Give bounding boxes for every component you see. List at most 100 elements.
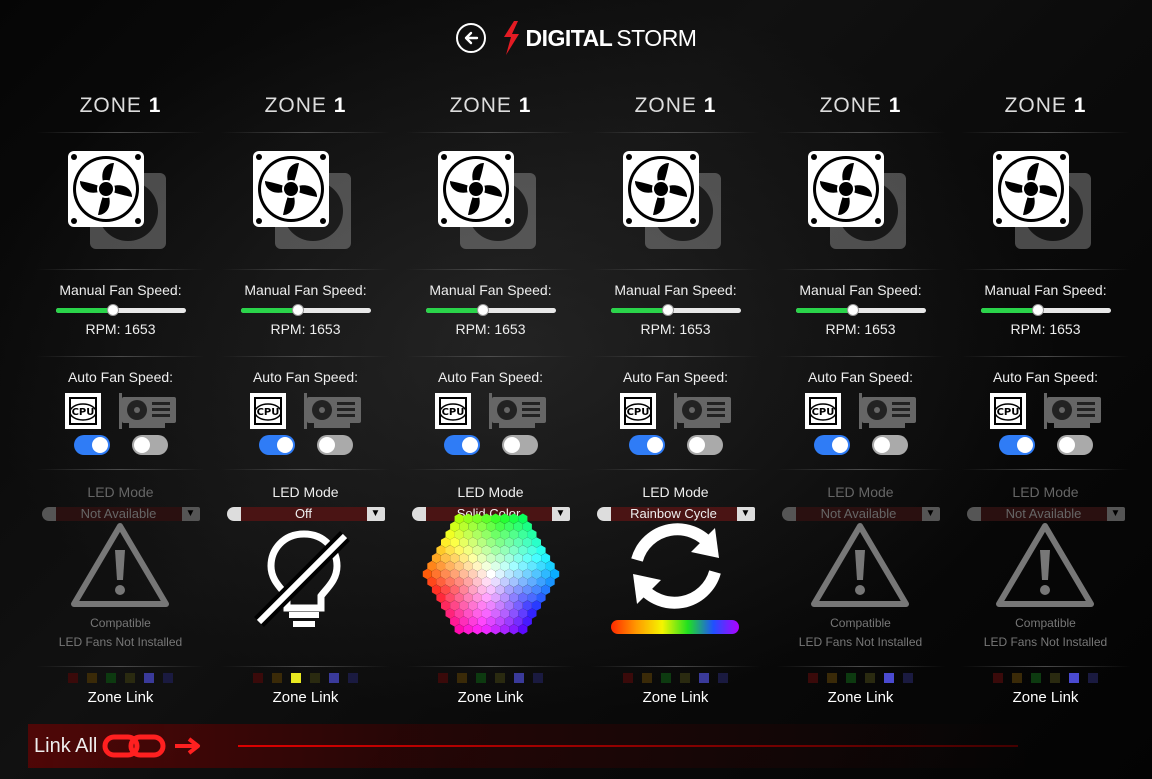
link-all-bar[interactable]: Link All (28, 724, 1028, 768)
gpu-auto-toggle[interactable] (686, 435, 723, 455)
slider-knob[interactable] (476, 304, 489, 316)
zone-link-swatch[interactable] (846, 673, 856, 683)
cpu-icon[interactable]: CPU (803, 391, 843, 431)
slider-knob[interactable] (1031, 304, 1044, 316)
slider-fill (425, 308, 483, 313)
zone-link-swatch[interactable] (1069, 673, 1079, 683)
zone-link-swatch[interactable] (1050, 673, 1060, 683)
zone-link-swatch[interactable] (514, 673, 524, 683)
zone-link-swatch[interactable] (438, 673, 448, 683)
zone-link-swatch[interactable] (903, 673, 913, 683)
zone-link-swatch[interactable] (495, 673, 505, 683)
fan-speed-slider[interactable] (795, 304, 926, 316)
cpu-auto-toggle[interactable] (813, 435, 850, 455)
cpu-auto-toggle[interactable] (443, 435, 480, 455)
cpu-icon[interactable]: CPU (988, 391, 1028, 431)
led-mode-dropdown[interactable]: Rainbow Cycle ▼ (596, 506, 755, 522)
zone-link-swatch[interactable] (642, 673, 652, 683)
slider-knob[interactable] (846, 304, 859, 316)
zone-link-swatch[interactable] (163, 673, 173, 683)
gpu-icon[interactable] (302, 391, 364, 431)
gpu-auto-toggle[interactable] (871, 435, 908, 455)
chevron-down-icon[interactable]: ▼ (736, 507, 755, 521)
zone-link-swatch[interactable] (884, 673, 894, 683)
cpu-auto-toggle[interactable] (628, 435, 665, 455)
slider-knob[interactable] (661, 304, 674, 316)
manual-fan-speed-section: Manual Fan Speed: RPM: 1653 (768, 270, 953, 356)
zone-link-swatch[interactable] (1012, 673, 1022, 683)
zone-link-swatch[interactable] (865, 673, 875, 683)
arrow-right-icon (175, 737, 201, 755)
fan-speed-slider[interactable] (240, 304, 371, 316)
cpu-icon[interactable]: CPU (63, 391, 103, 431)
fan-speed-slider[interactable] (980, 304, 1111, 316)
chevron-down-icon[interactable]: ▼ (551, 507, 570, 521)
cpu-icon[interactable]: CPU (618, 391, 658, 431)
gpu-auto-toggle[interactable] (1056, 435, 1093, 455)
gpu-icon[interactable] (487, 391, 549, 431)
zone-link-swatch[interactable] (808, 673, 818, 683)
gpu-auto-toggle[interactable] (501, 435, 538, 455)
zone-link-swatch[interactable] (533, 673, 543, 683)
zone-link-swatch[interactable] (87, 673, 97, 683)
zone-link-swatch[interactable] (329, 673, 339, 683)
color-palette-icon[interactable] (416, 512, 566, 636)
auto-source-toggles (28, 435, 213, 455)
chevron-down-icon[interactable]: ▼ (1106, 507, 1125, 521)
slider-knob[interactable] (106, 304, 119, 316)
chevron-down-icon[interactable]: ▼ (181, 507, 200, 521)
zone-link-button[interactable]: Zone Link (827, 689, 894, 706)
gpu-icon[interactable] (672, 391, 734, 431)
back-button[interactable] (455, 23, 486, 53)
led-mode-dropdown[interactable]: Not Available ▼ (41, 506, 200, 522)
chevron-down-icon[interactable]: ▼ (921, 507, 940, 521)
zone-link-button[interactable]: Zone Link (1012, 689, 1079, 706)
zone-link-button[interactable]: Zone Link (87, 689, 154, 706)
zone-link-swatch[interactable] (348, 673, 358, 683)
chevron-down-icon[interactable]: ▼ (366, 507, 385, 521)
zone-link-swatch[interactable] (993, 673, 1003, 683)
slider-knob[interactable] (291, 304, 304, 316)
gpu-icon[interactable] (1042, 391, 1104, 431)
zone-link-swatch[interactable] (680, 673, 690, 683)
led-mode-dropdown[interactable]: Off ▼ (226, 506, 385, 522)
cpu-auto-toggle[interactable] (73, 435, 110, 455)
zone-link-button[interactable]: Zone Link (457, 689, 524, 706)
fan-speed-slider[interactable] (610, 304, 741, 316)
divider (776, 132, 945, 133)
cpu-auto-toggle[interactable] (258, 435, 295, 455)
zone-link-swatch[interactable] (827, 673, 837, 683)
led-mode-dropdown[interactable]: Not Available ▼ (966, 506, 1125, 522)
zone-link-swatch[interactable] (699, 673, 709, 683)
gpu-icon[interactable] (117, 391, 179, 431)
zone-link-swatch[interactable] (1088, 673, 1098, 683)
zone-link-swatch[interactable] (253, 673, 263, 683)
cpu-auto-toggle[interactable] (998, 435, 1035, 455)
zone-link-swatch[interactable] (125, 673, 135, 683)
zone-link-swatch[interactable] (106, 673, 116, 683)
zone-link-swatch[interactable] (68, 673, 78, 683)
zone-link-button[interactable]: Zone Link (642, 689, 709, 706)
led-mode-dropdown[interactable]: Not Available ▼ (781, 506, 940, 522)
zone-link-button[interactable]: Zone Link (272, 689, 339, 706)
zone-link-swatch[interactable] (661, 673, 671, 683)
zone-link-swatch[interactable] (291, 673, 301, 683)
zone-link-swatch[interactable] (144, 673, 154, 683)
cpu-icon[interactable]: CPU (248, 391, 288, 431)
zone-link-swatch[interactable] (457, 673, 467, 683)
zone-link-swatch[interactable] (272, 673, 282, 683)
zone-link-swatch[interactable] (1031, 673, 1041, 683)
zone-link-swatch[interactable] (476, 673, 486, 683)
zone-link-swatch[interactable] (718, 673, 728, 683)
chain-link-icon[interactable] (101, 732, 173, 760)
zone-title-number: 1 (703, 94, 717, 117)
zone-link-swatch[interactable] (310, 673, 320, 683)
compat-line-2: LED Fans Not Installed (983, 635, 1108, 649)
fan-speed-slider[interactable] (55, 304, 186, 316)
gpu-icon[interactable] (857, 391, 919, 431)
gpu-auto-toggle[interactable] (131, 435, 168, 455)
gpu-auto-toggle[interactable] (316, 435, 353, 455)
fan-speed-slider[interactable] (425, 304, 556, 316)
zone-link-swatch[interactable] (623, 673, 633, 683)
cpu-icon[interactable]: CPU (433, 391, 473, 431)
